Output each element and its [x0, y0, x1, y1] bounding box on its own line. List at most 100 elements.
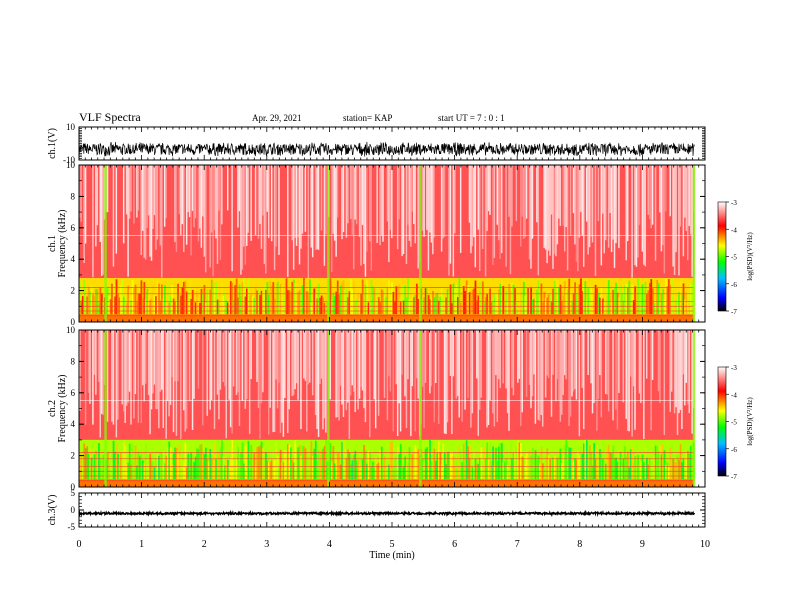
ch2_spectrum-sferic-column: [327, 330, 330, 487]
ch2_spectrum-streak: [369, 330, 371, 438]
ch2_spectrum-streak: [486, 330, 488, 428]
ch2_spectrum-streak: [451, 330, 453, 435]
ch2_spectrum-lowband-cell: [637, 455, 639, 480]
ch2_spectrum-streak: [593, 330, 595, 403]
ch1_spectrum-lowband-cell: [174, 301, 176, 315]
ch1_spectrum-lowband-cell: [681, 292, 683, 315]
ch2_spectrum-lowband-cell: [509, 441, 512, 480]
ch1_spectrum-lowband-cell: [568, 278, 571, 315]
ch2_spectrum-sferic-column: [692, 330, 696, 487]
ch2_spectrum-streak: [676, 330, 679, 435]
ch2_spectrum-lowband-cell: [563, 445, 566, 480]
ch1_spectrum-lowband-cell: [147, 292, 150, 315]
ch2_spectrum-streak: [449, 330, 452, 376]
ch1_spectrum-lowband-cell: [232, 299, 235, 315]
ch2_spectrum-streak: [137, 330, 140, 423]
ch1_spectrum-streak: [153, 165, 156, 216]
ch1_spectrum-ytick-label: 4: [71, 254, 76, 264]
ch2_spectrum-lowband-cell: [597, 453, 600, 480]
ch2_spectrum-lowband-cell: [566, 447, 569, 480]
ch2_spectrum-streak: [521, 330, 523, 413]
ch2_spectrum-lowband-cell: [342, 440, 345, 480]
ch2_spectrum-lowband-cell: [196, 448, 198, 480]
ch1_spectrum-lowband-cell: [300, 293, 303, 315]
ch1_spectrum-lowband-cell: [291, 281, 294, 315]
ch2_spectrum-lowband-cell: [332, 446, 335, 480]
ch1_spectrum-streak: [275, 165, 277, 247]
ch1_spectrum-streak: [521, 165, 523, 217]
ch1_spectrum-band-0: [79, 314, 695, 322]
ch2_spectrum-lowband-cell: [273, 459, 276, 480]
ch2_spectrum-lowband-cell: [612, 445, 615, 480]
ch2_spectrum-streak: [452, 330, 455, 377]
ch1_spectrum-streak: [350, 165, 352, 220]
ch2_spectrum-lowband-cell: [207, 461, 210, 480]
ch2_spectrum-lowband-cell: [234, 458, 237, 480]
ch1_spectrum-lowband-cell: [483, 302, 486, 315]
ch2_spectrum-streak: [121, 330, 123, 405]
ch2_spectrum-lowband-cell: [449, 451, 452, 480]
ch1_spectrum-lowband-cell: [385, 297, 387, 315]
ch1_spectrum-lowband-cell: [492, 300, 494, 315]
xtick-label: 9: [640, 539, 645, 550]
ch2_spectrum-streak: [309, 330, 311, 383]
ch2_spectrum-lowband-cell: [199, 444, 201, 480]
ch2_spectrum-lowband-cell: [689, 445, 692, 480]
ch1_spectrum-sferic-column: [419, 165, 422, 322]
ch2_spectrum-streak: [288, 330, 290, 410]
ch2_spectrum-streak: [98, 330, 100, 382]
ch2_spectrum-lowband-cell: [200, 444, 203, 480]
ch1_spectrum-lowband-cell: [320, 295, 323, 315]
ch2_spectrum-lowband-cell: [577, 451, 579, 480]
ch1_spectrum-colorbar: [717, 201, 727, 312]
ch2_spectrum-lowband-cell: [360, 465, 363, 480]
ch1_spectrum-lowband-cell: [641, 284, 644, 315]
ch2_spectrum-lowband-cell: [355, 460, 358, 480]
ch1_spectrum-streak: [600, 165, 603, 266]
ch1_spectrum-lowband-cell: [490, 302, 493, 315]
ch1_spectrum-lowband-cell: [561, 301, 563, 315]
ch2_spectrum-lowband-cell: [99, 458, 102, 480]
ch1_spectrum-streak: [391, 165, 393, 239]
ch1_spectrum-streak: [553, 165, 556, 254]
ch1_spectrum-lowband-cell: [251, 296, 254, 315]
ch1_spectrum-lowband-cell: [102, 302, 105, 315]
ch1_spectrum-lowband-cell: [155, 296, 157, 315]
ch1_spectrum-streak: [205, 165, 207, 273]
ch2_spectrum-streak: [659, 330, 661, 403]
ch1_spectrum-streak: [358, 165, 361, 237]
ch2_spectrum-streak: [232, 330, 235, 387]
ch2_spectrum-lowband-cell: [257, 446, 260, 480]
ch2_spectrum-streak: [410, 330, 412, 437]
ch2_spectrum-streak: [537, 330, 540, 420]
ch1_spectrum-streak: [336, 165, 339, 218]
ch2_spectrum-streak: [552, 330, 554, 375]
ch2_spectrum-streak: [643, 330, 645, 440]
ch2_spectrum-lowband-cell: [278, 466, 281, 480]
ch1_spectrum-streak: [410, 165, 412, 247]
ch1_spectrum-streak: [684, 165, 686, 218]
ch2_spectrum-lowband-cell: [414, 444, 417, 480]
ch2_spectrum-colorbar-label: log(PSD)(V²/Hz): [746, 397, 754, 446]
ch1_spectrum-lowband-cell: [578, 284, 581, 315]
ch2_spectrum-lowband-cell: [487, 458, 490, 480]
ch1_spectrum-streak: [287, 165, 289, 277]
ch1_spectrum-lowband-cell: [549, 293, 552, 315]
ch1_spectrum-lowband-cell: [622, 300, 625, 315]
ch1_spectrum-streak: [257, 165, 260, 239]
ch1_spectrum-lowband-cell: [168, 302, 171, 315]
xtick-label: 2: [202, 539, 207, 550]
ch1_spectrum-lowband-cell: [486, 293, 489, 315]
ch2_spectrum-lowband-cell: [229, 457, 232, 480]
ch2_spectrum-lowband-cell: [95, 450, 97, 480]
ch1_spectrum-streak: [297, 165, 299, 238]
ch2_spectrum-streak: [130, 330, 132, 425]
ch2_spectrum-streak: [531, 330, 534, 397]
ch1_spectrum-lowband-cell: [79, 281, 81, 315]
ch1_spectrum-lowband-cell: [325, 294, 327, 315]
ch2_spectrum-lowband-cell: [631, 447, 634, 480]
ch2_spectrum-streak: [306, 330, 308, 432]
ch2_spectrum-streak: [84, 330, 87, 425]
ch1_spectrum-streak: [688, 165, 690, 227]
ch1_spectrum-lowband-cell: [383, 287, 386, 315]
